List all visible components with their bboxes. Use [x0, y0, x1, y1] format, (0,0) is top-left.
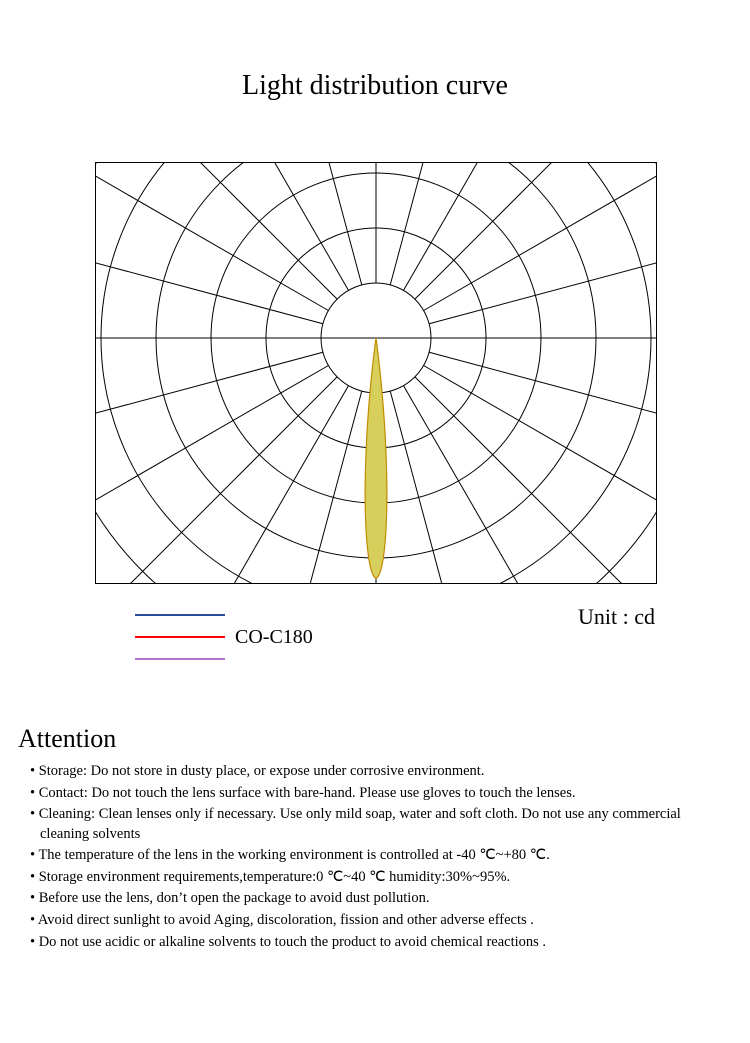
page-title: Light distribution curve — [0, 70, 750, 102]
chart-wrapper: Unit : cd CO-C180 — [95, 162, 655, 684]
attention-heading: Attention — [18, 724, 750, 754]
legend-label: CO-C180 — [235, 626, 313, 649]
attention-bullet: Cleaning: Clean lenses only if necessary… — [30, 805, 732, 844]
attention-bullet: The temperature of the lens in the worki… — [30, 846, 732, 866]
legend-area: Unit : cd CO-C180 — [95, 604, 655, 684]
unit-label: Unit : cd — [578, 604, 655, 630]
attention-bullet: Storage environment requirements,tempera… — [30, 868, 732, 888]
legend-item — [135, 648, 313, 670]
legend-item: CO-C180 — [135, 626, 313, 648]
attention-bullet: Avoid direct sunlight to avoid Aging, di… — [30, 911, 732, 931]
legend-swatch — [135, 614, 225, 616]
polar-grid-svg — [96, 163, 656, 583]
legend-swatch — [135, 658, 225, 660]
attention-bullet: Storage: Do not store in dusty place, or… — [30, 762, 732, 782]
legend-item — [135, 604, 313, 626]
attention-bullet: Do not use acidic or alkaline solvents t… — [30, 933, 732, 953]
legend-swatch — [135, 636, 225, 638]
attention-bullets: Storage: Do not store in dusty place, or… — [30, 762, 732, 952]
attention-bullet: Contact: Do not touch the lens surface w… — [30, 784, 732, 804]
page-root: Light distribution curve Unit : cd CO-C1… — [0, 70, 750, 952]
legend-list: CO-C180 — [135, 604, 313, 670]
polar-chart — [95, 162, 657, 584]
attention-bullet: Before use the lens, don’t open the pack… — [30, 889, 732, 909]
